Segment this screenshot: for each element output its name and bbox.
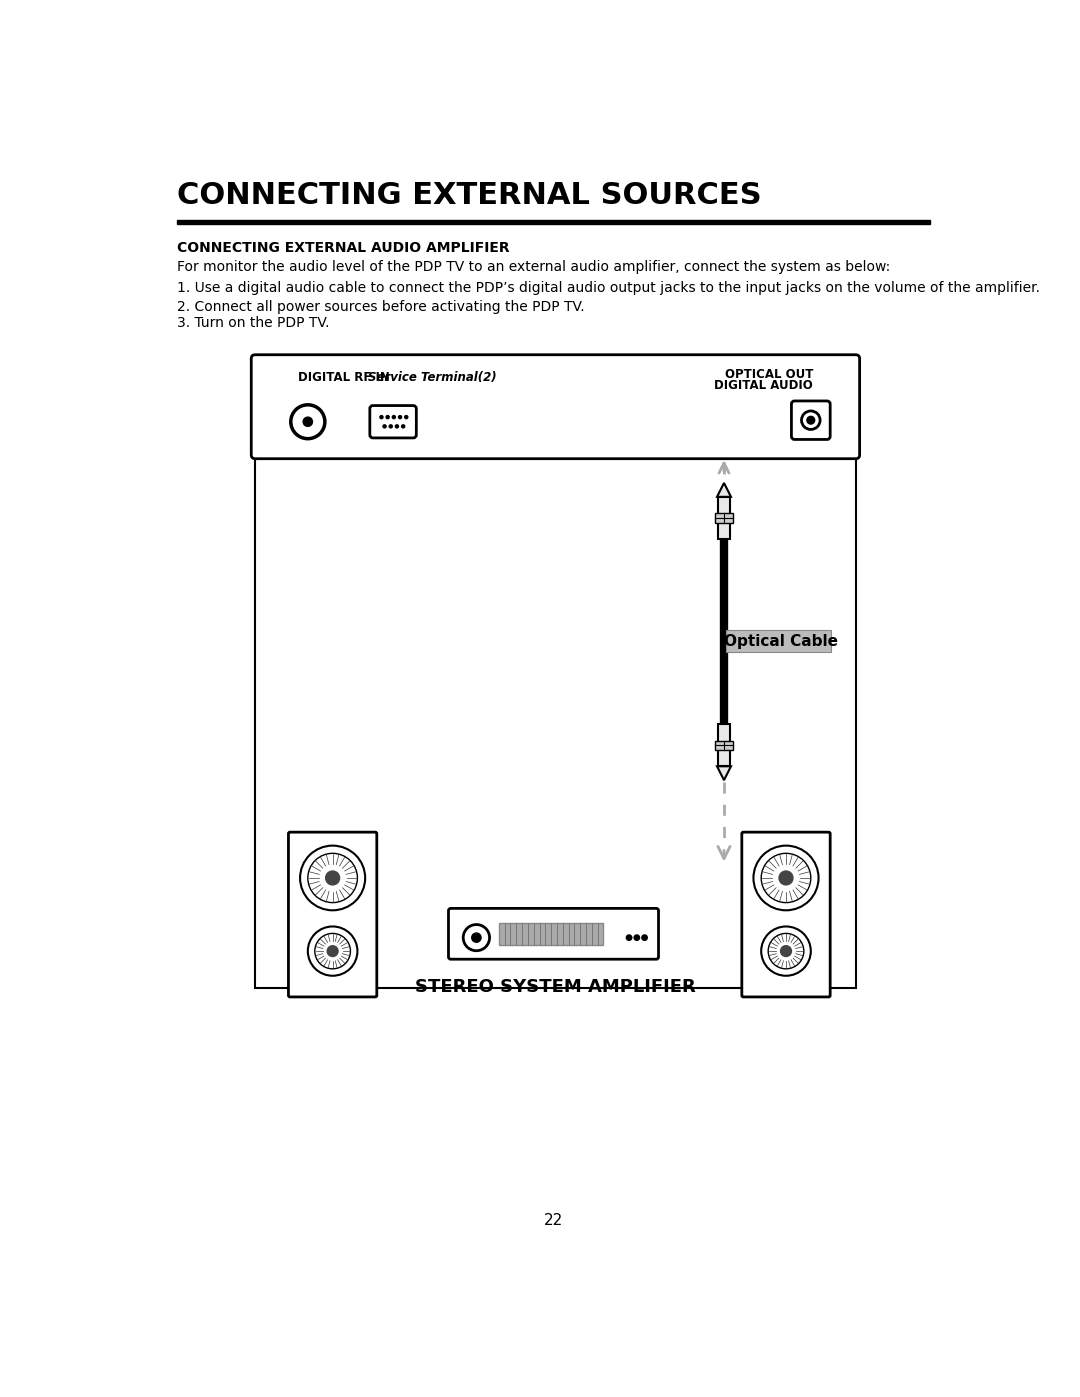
FancyBboxPatch shape (727, 630, 831, 652)
Text: 1. Use a digital audio cable to connect the PDP’s digital audio output jacks to : 1. Use a digital audio cable to connect … (177, 281, 1040, 295)
FancyBboxPatch shape (742, 833, 831, 997)
Text: CONNECTING EXTERNAL AUDIO AMPLIFIER: CONNECTING EXTERNAL AUDIO AMPLIFIER (177, 240, 510, 254)
Text: 22: 22 (544, 1214, 563, 1228)
Text: 2. Connect all power sources before activating the PDP TV.: 2. Connect all power sources before acti… (177, 300, 584, 314)
Circle shape (399, 415, 402, 419)
Circle shape (642, 935, 647, 940)
Bar (177, 219, 930, 224)
Circle shape (472, 933, 481, 942)
Circle shape (387, 415, 389, 419)
Circle shape (326, 872, 339, 884)
Text: CONNECTING EXTERNAL SOURCES: CONNECTING EXTERNAL SOURCES (177, 182, 761, 210)
Bar (255, 455, 855, 988)
Text: For monitor the audio level of the PDP TV to an external audio amplifier, connec: For monitor the audio level of the PDP T… (177, 260, 890, 274)
Circle shape (634, 935, 639, 940)
Circle shape (380, 415, 383, 419)
Circle shape (405, 415, 408, 419)
Circle shape (779, 872, 793, 884)
Bar (715, 513, 732, 522)
Circle shape (383, 425, 387, 427)
Text: Service Terminal(2): Service Terminal(2) (367, 372, 496, 384)
FancyBboxPatch shape (792, 401, 831, 440)
Circle shape (303, 418, 312, 426)
FancyBboxPatch shape (252, 355, 860, 458)
Bar (499, 923, 604, 944)
Text: 3. Turn on the PDP TV.: 3. Turn on the PDP TV. (177, 316, 329, 330)
Polygon shape (717, 483, 731, 497)
Text: OPTICAL OUT: OPTICAL OUT (725, 367, 813, 381)
Text: Optical Cable: Optical Cable (724, 634, 838, 648)
Circle shape (327, 946, 338, 957)
Text: STEREO SYSTEM AMPLIFIER: STEREO SYSTEM AMPLIFIER (415, 978, 696, 996)
Text: DIGITAL RF IN: DIGITAL RF IN (298, 372, 390, 384)
Polygon shape (717, 767, 731, 780)
Circle shape (781, 946, 792, 957)
Circle shape (807, 416, 814, 425)
FancyBboxPatch shape (288, 833, 377, 997)
Bar (718, 724, 730, 767)
Circle shape (402, 425, 405, 427)
FancyBboxPatch shape (448, 908, 659, 960)
Circle shape (626, 935, 632, 940)
Circle shape (389, 425, 392, 427)
Text: DIGITAL AUDIO: DIGITAL AUDIO (714, 380, 813, 393)
Circle shape (392, 415, 395, 419)
Bar (715, 740, 732, 750)
Bar (718, 497, 730, 539)
FancyBboxPatch shape (369, 405, 416, 437)
Circle shape (395, 425, 399, 427)
